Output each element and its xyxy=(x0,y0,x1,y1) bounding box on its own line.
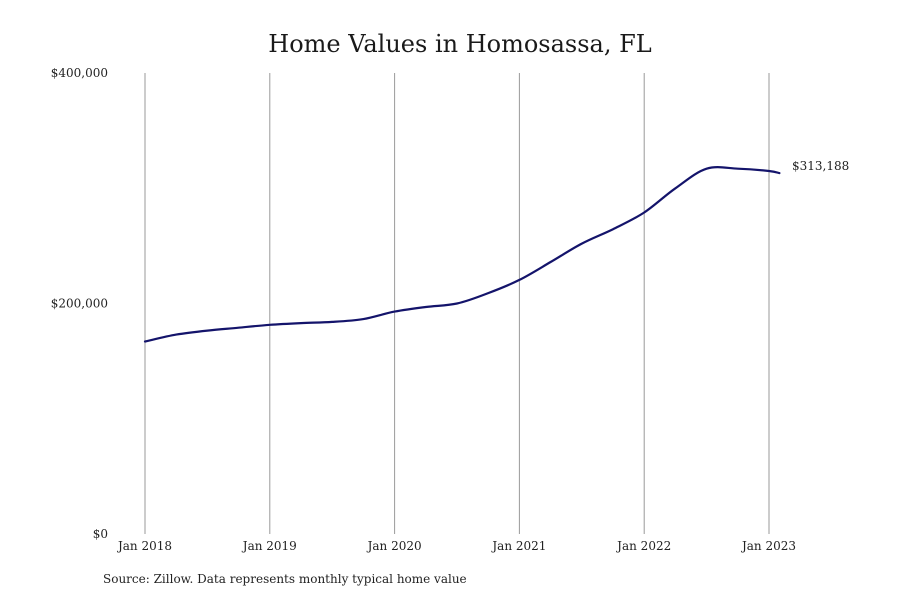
chart-title: Home Values in Homosassa, FL xyxy=(268,30,652,58)
y-tick-label: $400,000 xyxy=(51,66,108,80)
x-axis: Jan 2018 Jan 2019 Jan 2020 Jan 2021 Jan 2022… xyxy=(116,539,796,553)
x-tick-label: Jan 2022 xyxy=(615,539,671,553)
y-tick-label: $0 xyxy=(93,527,108,541)
x-tick-label: Jan 2023 xyxy=(740,539,796,553)
x-tick-label: Jan 2021 xyxy=(490,539,546,553)
x-tick-label: Jan 2018 xyxy=(116,539,172,553)
y-axis: $0 $200,000 $400,000 xyxy=(51,66,108,541)
y-tick-label: $200,000 xyxy=(51,297,108,311)
home-value-line xyxy=(143,166,781,343)
x-tick-label: Jan 2020 xyxy=(366,539,422,553)
x-tick-label: Jan 2019 xyxy=(241,539,297,553)
source-note: Source: Zillow. Data represents monthly … xyxy=(103,572,467,586)
grid-lines xyxy=(144,73,770,534)
series xyxy=(143,166,781,343)
end-value-label: $313,188 xyxy=(792,159,849,173)
